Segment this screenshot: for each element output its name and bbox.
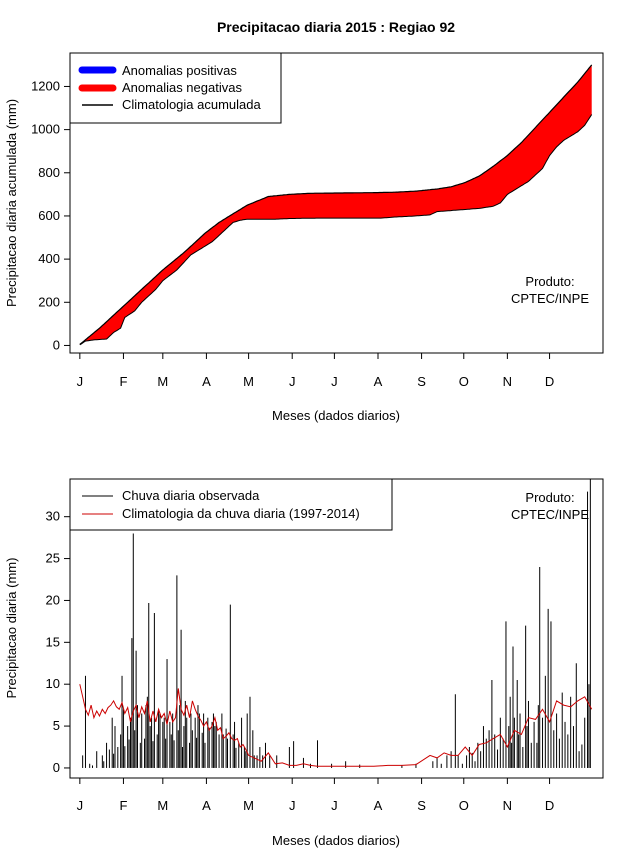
daily-x-tick-label: M <box>157 798 168 813</box>
cumulative-x-tick-label: J <box>77 374 84 389</box>
negative-anomaly-area <box>79 64 592 345</box>
cumulative-x-tick-label: N <box>503 374 512 389</box>
cumulative-x-tick-label: S <box>417 374 426 389</box>
legend-label-daily-climatology: Climatologia da chuva diaria (1997-2014) <box>122 506 360 521</box>
cumulative-legend: Anomalias positivas Anomalias negativas … <box>69 52 282 124</box>
daily-y-tick-label: 10 <box>46 676 60 691</box>
legend-label-climatology: Climatologia acumulada <box>122 97 262 112</box>
daily-y-tick-label: 0 <box>53 760 60 775</box>
daily-panel: 0 5 10 15 20 25 30 J F M A M J J A S O N D Chuva diaria ob… <box>4 478 604 848</box>
legend-label-positive: Anomalias positivas <box>122 63 237 78</box>
daily-x-tick-label: A <box>374 798 383 813</box>
legend-label-observed: Chuva diaria observada <box>122 488 260 503</box>
daily-y-tick-label: 20 <box>46 592 60 607</box>
cumulative-plot-frame <box>69 52 604 354</box>
climatology-cumulative-line <box>79 64 593 345</box>
daily-y-tick-label: 15 <box>46 634 60 649</box>
cumulative-panel: 0 200 400 600 800 1000 1200 J F M A M J J A S O N D Anomal… <box>4 52 604 423</box>
daily-annotation-line-2: CPTEC/INPE <box>511 507 589 522</box>
daily-y-tick-label: 5 <box>53 718 60 733</box>
cumulative-annotation-line-1: Produto: <box>525 274 574 289</box>
cumulative-x-tick-label: M <box>157 374 168 389</box>
daily-legend: Chuva diaria observada Climatologia da c… <box>69 478 393 531</box>
daily-climatology-line <box>79 684 593 767</box>
cumulative-y-axis-label: Precipitacao diaria acumulada (mm) <box>4 99 19 307</box>
cumulative-y-tick-label: 0 <box>53 337 60 352</box>
daily-x-axis-label: Meses (dados diarios) <box>272 833 400 848</box>
cumulative-x-tick-label: O <box>459 374 469 389</box>
cumulative-x-tick-label: J <box>331 374 338 389</box>
daily-x-tick-label: S <box>417 798 426 813</box>
cumulative-x-tick-label: A <box>202 374 211 389</box>
cumulative-x-axis-label: Meses (dados diarios) <box>272 408 400 423</box>
cumulative-annotation-line-2: CPTEC/INPE <box>511 291 589 306</box>
cumulative-y-tick-label: 200 <box>38 294 60 309</box>
cumulative-y-tick-label: 600 <box>38 208 60 223</box>
daily-x-tick-label: A <box>202 798 211 813</box>
daily-y-tick-label: 25 <box>46 551 60 566</box>
cumulative-y-tick-label: 800 <box>38 165 60 180</box>
daily-x-tick-label: D <box>545 798 554 813</box>
daily-y-tick-label: 30 <box>46 509 60 524</box>
daily-x-tick-label: J <box>77 798 84 813</box>
cumulative-x-tick-label: D <box>545 374 554 389</box>
daily-x-tick-label: J <box>289 798 296 813</box>
cumulative-x-tick-label: A <box>374 374 383 389</box>
legend-label-negative: Anomalias negativas <box>122 80 242 95</box>
daily-annotation-line-1: Produto: <box>525 490 574 505</box>
daily-x-tick-label: M <box>243 798 254 813</box>
cumulative-y-tick-label: 1000 <box>31 122 60 137</box>
cumulative-x-tick-label: F <box>119 374 127 389</box>
daily-x-tick-label: O <box>459 798 469 813</box>
daily-x-tick-label: N <box>503 798 512 813</box>
cumulative-x-tick-label: J <box>289 374 296 389</box>
cumulative-x-tick-label: M <box>243 374 254 389</box>
daily-x-tick-label: F <box>119 798 127 813</box>
cumulative-y-tick-label: 400 <box>38 251 60 266</box>
daily-y-axis-label: Precipitacao diaria (mm) <box>4 558 19 699</box>
daily-x-tick-label: J <box>331 798 338 813</box>
chart-title: Precipitacao diaria 2015 : Regiao 92 <box>217 19 455 35</box>
observed-cumulative-line <box>79 114 593 346</box>
daily-legend-box <box>69 478 393 531</box>
cumulative-y-tick-label: 1200 <box>31 78 60 93</box>
